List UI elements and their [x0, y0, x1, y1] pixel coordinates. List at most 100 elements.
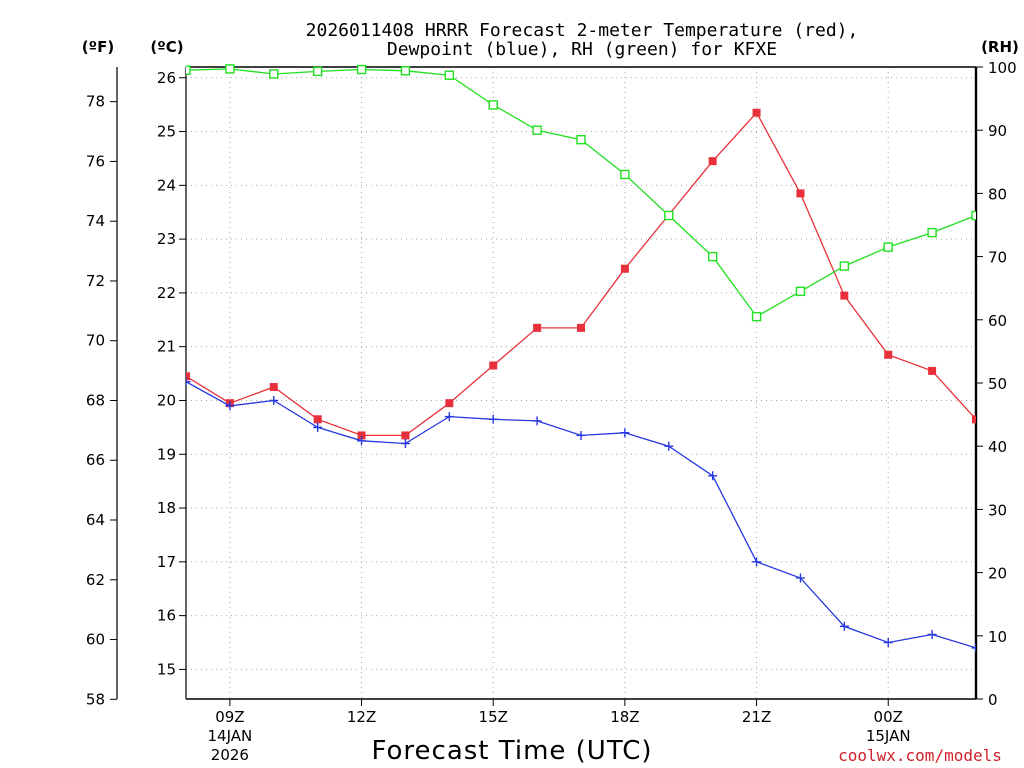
temperature-point [577, 323, 585, 332]
rh-tick-label: 0 [988, 691, 998, 709]
x-tick-label: 09Z [215, 708, 244, 726]
temperature-point [884, 350, 893, 359]
temperature-point [972, 415, 976, 424]
celsius-tick-label: 17 [157, 553, 176, 571]
rh-point [400, 66, 411, 76]
fahrenheit-tick-label: 62 [86, 571, 105, 589]
fahrenheit-unit-label: (ºF) [82, 38, 114, 56]
rh-tick-label: 10 [988, 628, 1007, 646]
rh-point [795, 286, 806, 297]
celsius-tick-label: 25 [157, 123, 176, 141]
x-axis-title: Forecast Time (UTC) [371, 736, 652, 766]
fahrenheit-tick-label: 64 [86, 511, 105, 529]
x-tick-date: 14JAN [208, 727, 253, 745]
rh-point [620, 169, 630, 180]
rh-line [186, 68, 976, 318]
dewpoint-point [357, 436, 367, 446]
rh-point [186, 65, 191, 75]
dewpoint-point [576, 430, 586, 440]
dewpoint-point [444, 412, 454, 422]
rh-tick-label: 20 [988, 565, 1007, 583]
dewpoint-point [839, 621, 849, 631]
celsius-tick-label: 24 [157, 176, 176, 194]
rh-point [488, 100, 498, 110]
temperature-point [796, 189, 805, 198]
fahrenheit-tick-label: 68 [86, 391, 105, 409]
fahrenheit-tick-label: 58 [86, 690, 105, 708]
temperature-point [445, 399, 454, 408]
fahrenheit-tick-label: 76 [86, 152, 105, 170]
rh-point [444, 70, 455, 80]
dewpoint-point [664, 441, 674, 451]
rh-point [269, 69, 279, 79]
temperature-line [186, 111, 976, 437]
x-tick-label: 00Z [874, 708, 903, 726]
dewpoint-point [752, 557, 762, 567]
rh-point [356, 64, 367, 75]
fahrenheit-tick-label: 70 [86, 332, 105, 350]
celsius-tick-label: 21 [157, 338, 176, 356]
celsius-unit-label: (ºC) [150, 38, 183, 56]
dewpoint-point [225, 401, 235, 411]
rh-tick-label: 40 [988, 438, 1007, 456]
temperature-point [357, 431, 366, 440]
dewpoint-point [400, 439, 410, 449]
temperature-point [401, 431, 410, 440]
chart-title-line1: 2026011408 HRRR Forecast 2-meter Tempera… [306, 20, 859, 41]
rh-point [707, 251, 718, 262]
data-series [186, 64, 976, 653]
axes [116, 66, 978, 700]
dewpoint-line [186, 381, 976, 649]
temperature-point [620, 264, 629, 273]
dewpoint-point [269, 395, 279, 405]
rh-unit-label: (RH) [981, 38, 1019, 56]
temperature-point [313, 415, 322, 424]
axis-ticks: 58 60 62 64 66 68 70 72 74 76 78 15 16 17 18 19 20 21 22 23… [86, 59, 1017, 764]
temperature-point [186, 372, 190, 381]
celsius-tick-label: 19 [157, 445, 176, 463]
fahrenheit-tick-label: 74 [86, 212, 105, 230]
gridlines [186, 67, 976, 699]
x-tick-label: 21Z [742, 708, 771, 726]
temperature-point [928, 366, 937, 375]
rh-tick-label: 100 [988, 59, 1017, 77]
series-group [186, 64, 976, 653]
rh-tick-label: 80 [988, 185, 1007, 203]
celsius-tick-label: 16 [157, 607, 176, 625]
x-tick-date: 15JAN [866, 727, 911, 745]
rh-point [664, 210, 674, 221]
dewpoint-point [313, 422, 323, 432]
temperature-point [489, 361, 498, 370]
dewpoint-point [186, 377, 191, 387]
temperature-point [269, 383, 278, 392]
dewpoint-point [708, 471, 718, 481]
celsius-tick-label: 23 [157, 230, 176, 248]
dewpoint-point [883, 638, 893, 648]
rh-tick-label: 60 [988, 312, 1007, 330]
temperature-point [708, 157, 717, 166]
x-tick-label: 18Z [610, 708, 639, 726]
fahrenheit-tick-label: 60 [86, 631, 105, 649]
dewpoint-point [620, 428, 630, 438]
celsius-tick-label: 15 [157, 660, 176, 678]
celsius-tick-label: 18 [157, 499, 176, 517]
fahrenheit-tick-label: 66 [86, 451, 105, 469]
celsius-tick-label: 22 [157, 284, 176, 302]
temperature-point [752, 108, 761, 117]
rh-point [971, 210, 976, 221]
x-tick-year: 2026 [211, 746, 249, 764]
rh-point [576, 134, 586, 145]
dewpoint-point [488, 414, 498, 424]
rh-point [312, 66, 323, 77]
chart-title-line2: Dewpoint (blue), RH (green) for KFXE [387, 39, 777, 60]
credit-label: coolwx.com/models [838, 746, 1002, 765]
celsius-tick-label: 26 [157, 69, 176, 87]
rh-point [839, 261, 850, 271]
rh-tick-label: 50 [988, 375, 1007, 393]
rh-point [927, 227, 937, 238]
x-tick-label: 15Z [479, 708, 508, 726]
rh-tick-label: 90 [988, 122, 1007, 140]
dewpoint-point [971, 643, 976, 653]
fahrenheit-tick-label: 78 [86, 93, 105, 111]
x-tick-label: 12Z [347, 708, 376, 726]
